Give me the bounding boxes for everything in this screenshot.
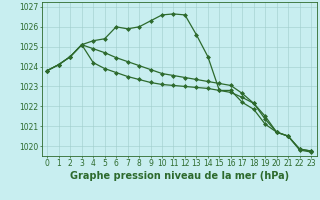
X-axis label: Graphe pression niveau de la mer (hPa): Graphe pression niveau de la mer (hPa) <box>70 171 289 181</box>
